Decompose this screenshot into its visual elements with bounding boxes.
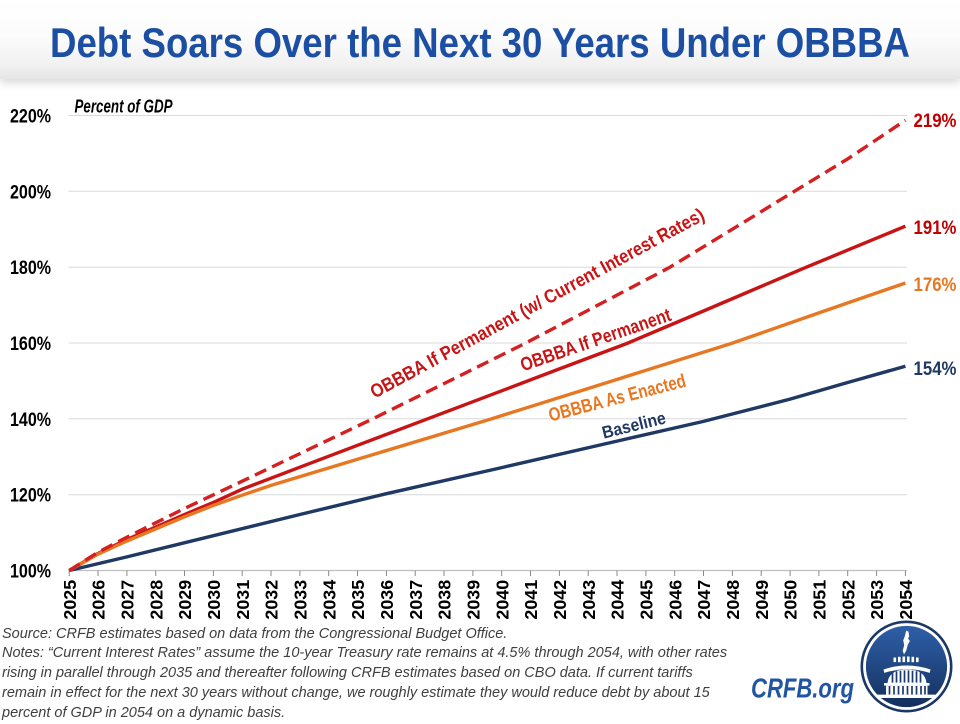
svg-text:176%: 176%: [914, 275, 957, 296]
svg-text:OBBBA If Permanent: OBBBA If Permanent: [518, 305, 675, 376]
svg-text:2045: 2045: [637, 580, 657, 620]
svg-text:2029: 2029: [175, 580, 195, 620]
svg-text:191%: 191%: [914, 218, 957, 239]
svg-text:154%: 154%: [914, 359, 957, 380]
svg-text:220%: 220%: [10, 106, 51, 128]
svg-text:2035: 2035: [348, 580, 368, 620]
svg-text:2030: 2030: [204, 580, 224, 620]
svg-text:CRFB.org: CRFB.org: [751, 673, 854, 704]
svg-text:2044: 2044: [608, 580, 628, 620]
svg-text:2043: 2043: [579, 580, 599, 620]
svg-text:2042: 2042: [550, 580, 570, 620]
svg-text:2027: 2027: [118, 580, 138, 620]
svg-text:180%: 180%: [10, 257, 51, 279]
svg-text:2049: 2049: [752, 580, 772, 620]
svg-text:2025: 2025: [60, 580, 80, 620]
svg-text:2038: 2038: [435, 580, 455, 620]
svg-text:2036: 2036: [377, 580, 397, 620]
svg-text:2054: 2054: [896, 580, 916, 620]
svg-text:140%: 140%: [10, 409, 51, 431]
svg-text:2053: 2053: [867, 580, 887, 620]
svg-text:2026: 2026: [89, 580, 109, 620]
svg-text:2034: 2034: [319, 580, 339, 620]
svg-text:2050: 2050: [781, 580, 801, 620]
svg-text:2051: 2051: [810, 580, 830, 620]
svg-text:219%: 219%: [914, 111, 957, 132]
svg-text:200%: 200%: [10, 181, 51, 203]
svg-text:2039: 2039: [464, 580, 484, 620]
svg-text:2031: 2031: [233, 580, 253, 620]
svg-text:2028: 2028: [146, 580, 166, 620]
svg-text:2041: 2041: [521, 580, 541, 620]
svg-text:2033: 2033: [291, 580, 311, 620]
svg-text:2032: 2032: [262, 580, 282, 620]
svg-text:120%: 120%: [10, 485, 51, 507]
svg-text:2048: 2048: [723, 580, 743, 620]
svg-text:100%: 100%: [10, 561, 51, 583]
svg-text:2037: 2037: [406, 580, 426, 620]
svg-text:2040: 2040: [492, 580, 512, 620]
svg-text:Debt Soars Over the Next 30 Ye: Debt Soars Over the Next 30 Years Under …: [50, 19, 910, 66]
svg-text:Percent of GDP: Percent of GDP: [75, 97, 174, 117]
svg-text:2046: 2046: [665, 580, 685, 620]
svg-text:OBBBA If Permanent (w/ Current: OBBBA If Permanent (w/ Current Interest …: [367, 205, 708, 403]
svg-text:160%: 160%: [10, 333, 51, 355]
svg-text:2052: 2052: [838, 580, 858, 620]
svg-text:2047: 2047: [694, 580, 714, 620]
